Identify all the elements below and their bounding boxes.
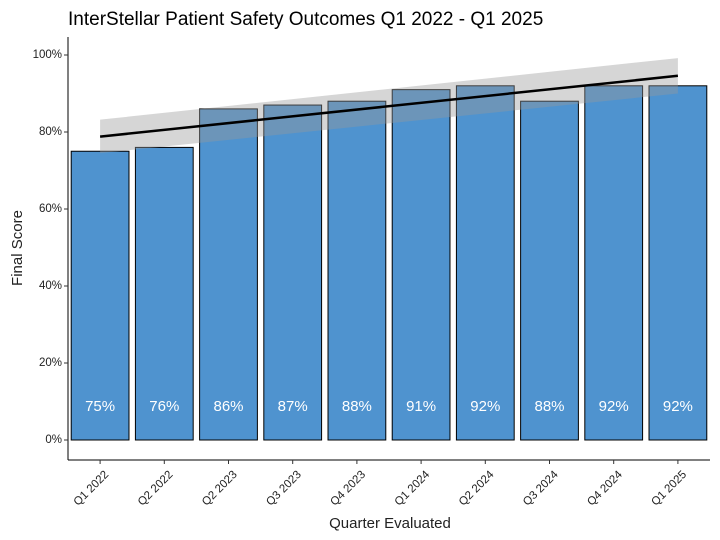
- bar-value-label: 87%: [278, 398, 308, 415]
- x-tick-label: Q2 2024: [457, 468, 497, 508]
- x-axis-title: Quarter Evaluated: [329, 515, 451, 532]
- plot-area: 75% 76% 86% 87% 88% 91% 92% 88% 92% 92% 0% 20% 40% 60…: [33, 37, 710, 508]
- x-tick-label: Q1 2022: [72, 469, 112, 509]
- bar-value-label: 86%: [213, 398, 243, 415]
- x-tick-label: Q2 2023: [200, 469, 240, 509]
- y-tick-label: 20%: [39, 357, 62, 369]
- x-tick-label: Q2 2022: [136, 469, 176, 509]
- bar: [391, 89, 451, 441]
- bar-value-label: 92%: [599, 398, 629, 415]
- bar-value-label: 88%: [534, 398, 564, 415]
- bar: [199, 108, 258, 441]
- bar-value-label: 76%: [149, 398, 179, 415]
- y-tick-label: 40%: [39, 280, 62, 292]
- bar-value-label: 88%: [342, 398, 372, 415]
- bar-value-label: 75%: [85, 398, 115, 415]
- trend-line: [99, 74, 679, 138]
- x-tick-label: Q3 2023: [264, 469, 304, 509]
- bar: [263, 104, 323, 441]
- y-tick-label: 0%: [45, 434, 62, 446]
- bar-value-label: 92%: [470, 398, 500, 415]
- bar: [584, 85, 644, 441]
- bar: [520, 100, 579, 441]
- x-tick-label: Q3 2024: [521, 468, 561, 508]
- chart-title: InterStellar Patient Safety Outcomes Q1 …: [68, 9, 543, 30]
- bar: [327, 100, 387, 441]
- bar: [70, 150, 130, 441]
- bar-value-label: 92%: [663, 398, 693, 415]
- bar: [134, 146, 194, 441]
- y-tick-label: 100%: [33, 49, 62, 61]
- x-tick-label: Q1 2025: [649, 469, 689, 509]
- x-tick-label: Q4 2023: [328, 469, 368, 509]
- bar: [455, 85, 515, 441]
- x-tick-label: Q1 2024: [393, 468, 433, 508]
- y-tick-label: 60%: [39, 203, 62, 215]
- bar-value-label: 91%: [406, 398, 436, 415]
- bar: [648, 85, 708, 441]
- y-tick-label: 80%: [39, 126, 62, 138]
- y-axis-title: Final Score: [9, 210, 26, 286]
- x-tick-label: Q4 2024: [585, 468, 625, 508]
